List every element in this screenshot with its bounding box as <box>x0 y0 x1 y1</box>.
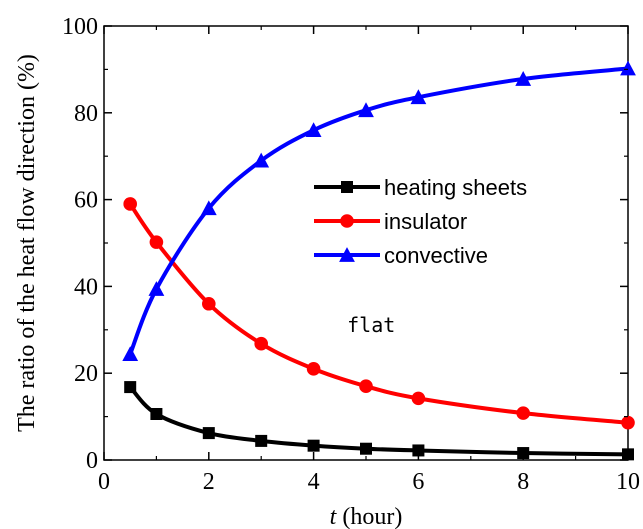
data-point-convective <box>515 71 532 86</box>
data-point-insulator <box>123 197 137 211</box>
legend-item-insulator: insulator <box>314 209 467 234</box>
legend-label-insulator: insulator <box>384 209 467 234</box>
y-tick-label: 100 <box>62 14 98 40</box>
y-axis-title: The ratio of the heat flow direction (%) <box>14 54 40 432</box>
y-tick-label: 40 <box>74 274 98 300</box>
data-point-insulator <box>359 379 373 394</box>
data-point-convective <box>358 102 374 118</box>
data-point-insulator <box>202 296 216 311</box>
data-point-convective <box>410 89 427 105</box>
data-point-heating-sheets <box>255 434 268 447</box>
legend: heating sheets insulator convective <box>314 175 527 268</box>
legend-label-convective: convective <box>384 243 488 268</box>
x-tick-label: 6 <box>412 469 424 495</box>
data-point-insulator <box>621 415 635 430</box>
data-point-insulator <box>149 235 164 249</box>
x-tick-label: 0 <box>98 469 110 495</box>
x-axis-title: t (hour) <box>330 504 403 529</box>
y-tick-label: 20 <box>74 361 98 387</box>
series-convective <box>122 60 636 362</box>
x-tick-label: 10 <box>616 469 640 495</box>
y-tick-label: 60 <box>74 188 98 214</box>
legend-marker-insulator <box>340 214 354 228</box>
legend-marker-heating-sheets <box>341 181 353 193</box>
data-point-heating-sheets <box>202 427 215 440</box>
legend-item-convective: convective <box>314 243 488 268</box>
data-point-heating-sheets <box>360 442 372 455</box>
data-point-convective <box>200 200 217 216</box>
data-point-insulator <box>254 336 268 351</box>
series-line-heating-sheets <box>128 385 629 457</box>
legend-item-heating-sheets: heating sheets <box>314 175 527 200</box>
data-point-convective <box>148 281 165 296</box>
x-axis-title-unit: (hour) <box>336 504 402 529</box>
annotation-flat: flat <box>347 313 395 337</box>
legend-label-heating-sheets: heating sheets <box>384 175 527 200</box>
series-heating-sheets <box>124 381 634 461</box>
data-point-convective <box>253 152 270 168</box>
x-tick-label: 2 <box>203 469 215 495</box>
y-tick-label: 80 <box>74 101 98 127</box>
data-point-insulator <box>516 406 530 420</box>
x-tick-label: 4 <box>308 469 320 495</box>
legend-marker-convective <box>339 247 355 262</box>
data-point-convective <box>122 346 139 362</box>
x-axis-title-variable: t <box>330 504 338 529</box>
series-insulator <box>123 197 635 430</box>
data-point-heating-sheets <box>412 444 425 457</box>
y-tick-label: 0 <box>86 448 98 474</box>
data-point-insulator <box>411 391 426 406</box>
data-point-convective <box>305 122 322 138</box>
data-point-convective <box>620 60 636 76</box>
x-tick-label: 8 <box>517 469 529 495</box>
data-point-heating-sheets <box>124 381 137 394</box>
data-point-insulator <box>306 362 321 376</box>
data-point-heating-sheets <box>150 407 163 420</box>
data-point-heating-sheets <box>307 439 320 452</box>
